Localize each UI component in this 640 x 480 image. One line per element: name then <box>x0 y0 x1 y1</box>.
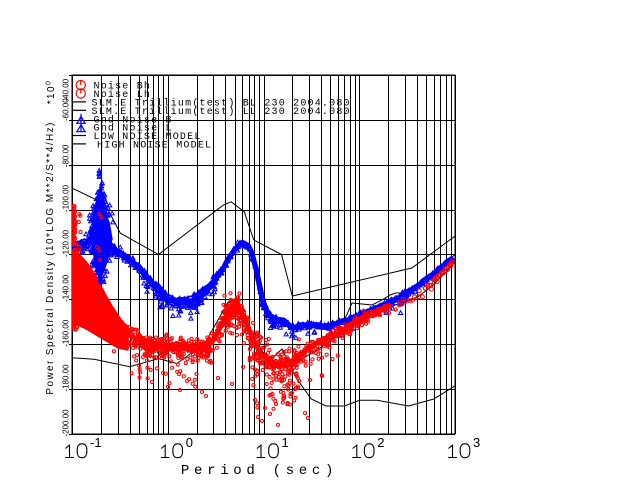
svg-text:-140.00: -140.00 <box>62 274 71 302</box>
svg-text:SLM.E.Trillium(test) LL 230 20: SLM.E.Trillium(test) LL 230 2004.080 <box>92 106 351 118</box>
svg-text:-200.00: -200.00 <box>62 409 71 437</box>
svg-text:-180.00: -180.00 <box>62 364 71 392</box>
svg-text:0: 0 <box>186 435 193 450</box>
svg-text:2: 2 <box>377 435 384 450</box>
svg-text:1: 1 <box>282 435 289 450</box>
svg-text:Noise Lh: Noise Lh <box>94 89 152 101</box>
svg-text:SLM.E.Trillium(test) BL 230 20: SLM.E.Trillium(test) BL 230 2004.080 <box>92 98 351 110</box>
svg-text:-120.00: -120.00 <box>62 229 71 257</box>
svg-text:-1: -1 <box>90 435 102 450</box>
svg-text:*10: *10 <box>46 85 57 104</box>
svg-text:-100.00: -100.00 <box>62 184 71 212</box>
svg-text:Noise Bh: Noise Bh <box>94 81 152 93</box>
svg-text:Power Spectral Density (10*LOG: Power Spectral Density (10*LOG M**2/S**4… <box>45 121 56 394</box>
svg-text:-160.00: -160.00 <box>62 319 71 347</box>
svg-text:Gnd Noise B: Gnd Noise B <box>94 114 173 126</box>
svg-text:3: 3 <box>473 435 480 450</box>
svg-text:0: 0 <box>45 81 52 85</box>
svg-text:Period (sec): Period (sec) <box>181 463 338 479</box>
svg-text:Gnd Noise L: Gnd Noise L <box>94 123 173 135</box>
svg-text:-60.00: -60.00 <box>62 98 71 121</box>
svg-text:-80.00: -80.00 <box>62 144 71 167</box>
svg-text:HIGH NOISE MODEL: HIGH NOISE MODEL <box>97 141 212 152</box>
svg-text:LOW NOISE MODEL: LOW NOISE MODEL <box>94 132 202 143</box>
svg-text:-40.00: -40.00 <box>62 78 71 101</box>
